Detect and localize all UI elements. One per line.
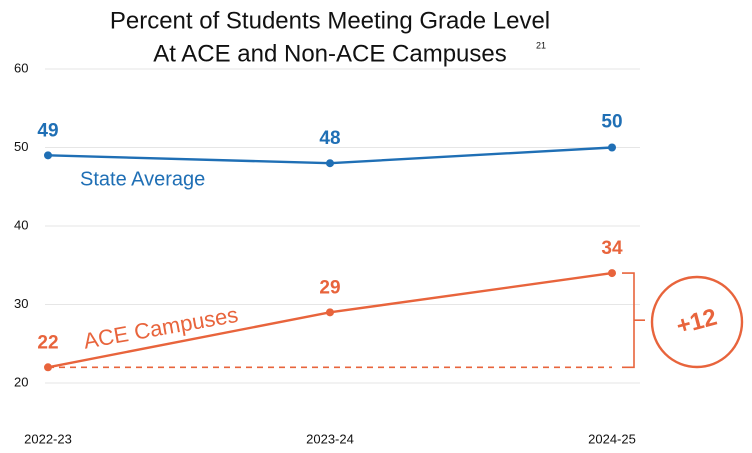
point (608, 143, 616, 152)
data-label: 49 (37, 120, 58, 141)
chart-title: At ACE and Non-ACE Campuses (153, 40, 507, 67)
data-label: 50 (601, 112, 622, 133)
point (326, 159, 334, 168)
footnote-ref: 21 (536, 40, 546, 50)
series-label: State Average (80, 168, 205, 190)
data-label: 22 (37, 332, 58, 353)
point (608, 269, 616, 278)
y-tick-label: 30 (14, 296, 28, 311)
point (326, 308, 334, 317)
x-tick-label: 2024-25 (588, 431, 636, 446)
y-tick-label: 60 (14, 60, 28, 75)
y-tick-label: 20 (14, 374, 28, 389)
x-tick-label: 2022-23 (24, 431, 72, 446)
data-label: 29 (319, 277, 340, 298)
point (44, 363, 52, 372)
point (44, 151, 52, 160)
y-tick-label: 50 (14, 139, 28, 154)
chart-title: Percent of Students Meeting Grade Level (110, 7, 550, 34)
x-tick-label: 2023-24 (306, 431, 354, 446)
data-label: 48 (319, 128, 340, 149)
data-label: 34 (601, 238, 623, 259)
annotation: +12 (674, 304, 720, 341)
annotation-circle (650, 275, 744, 369)
bracket (622, 272, 645, 369)
y-tick-label: 40 (14, 217, 28, 232)
